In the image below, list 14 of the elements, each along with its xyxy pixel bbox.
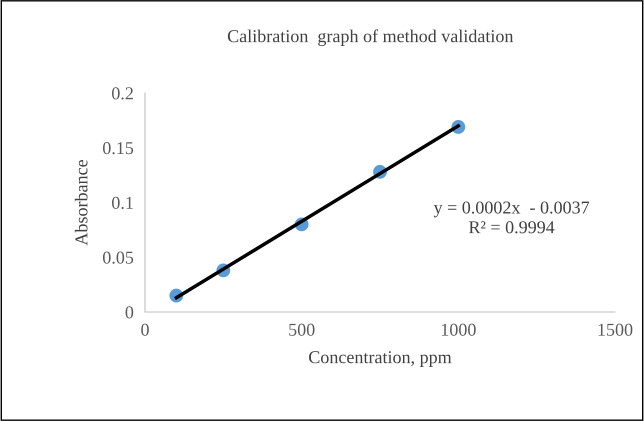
y-tick-label: 0.05 xyxy=(102,252,134,264)
x-tick-label: 0 xyxy=(141,324,149,336)
y-tick-label: 0.15 xyxy=(102,142,134,154)
annotation: y = 0.0002x - 0.0037 xyxy=(434,201,590,218)
chart-title: Calibration graph of method validation xyxy=(228,29,514,46)
y-tick-label: 0.1 xyxy=(112,196,133,210)
y-axis-title: Absorbance xyxy=(74,160,88,246)
y-tick-label: 0 xyxy=(126,306,134,318)
x-axis-title: Concentration, ppm xyxy=(309,351,452,367)
x-tick-label: 1500 xyxy=(598,324,632,336)
annotation: R² = 0.9994 xyxy=(468,221,554,234)
y-tick-label: 0.2 xyxy=(112,87,133,100)
x-tick-label: 500 xyxy=(289,324,315,336)
x-tick-label: 1000 xyxy=(442,324,476,336)
